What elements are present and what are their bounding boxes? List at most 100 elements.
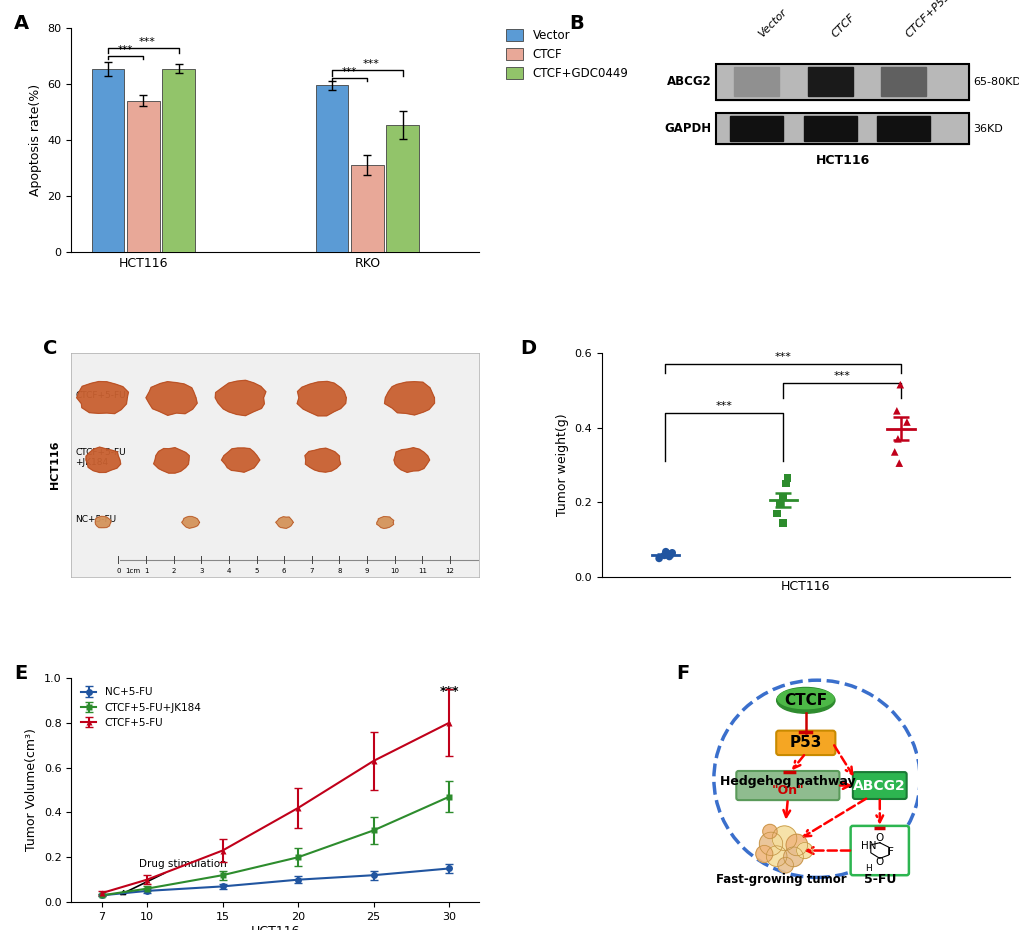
Text: H: H bbox=[864, 864, 871, 873]
Text: ABCG2: ABCG2 bbox=[666, 75, 711, 88]
Point bbox=[886, 445, 902, 459]
Text: Fast-growing tumor: Fast-growing tumor bbox=[715, 873, 846, 886]
Ellipse shape bbox=[777, 688, 833, 709]
Point bbox=[889, 432, 905, 446]
Bar bbox=[162, 69, 195, 252]
Text: CTCF+5-FU: CTCF+5-FU bbox=[75, 391, 126, 400]
Point bbox=[774, 489, 791, 504]
Text: NC+5-FU: NC+5-FU bbox=[75, 515, 116, 525]
Bar bbox=[734, 67, 779, 97]
Point bbox=[650, 551, 666, 565]
Polygon shape bbox=[275, 517, 293, 528]
Circle shape bbox=[759, 832, 782, 856]
Text: 6: 6 bbox=[281, 568, 286, 575]
Text: GAPDH: GAPDH bbox=[664, 122, 711, 135]
FancyBboxPatch shape bbox=[852, 772, 906, 799]
Text: 4: 4 bbox=[226, 568, 231, 575]
Legend: Vector, CTCF, CTCF+GDC0449: Vector, CTCF, CTCF+GDC0449 bbox=[505, 30, 628, 80]
Point bbox=[892, 378, 908, 392]
Point bbox=[659, 547, 676, 562]
Text: ***: *** bbox=[833, 371, 850, 381]
Text: ***: *** bbox=[138, 36, 155, 47]
Point bbox=[655, 548, 672, 563]
Bar bbox=[715, 113, 968, 144]
FancyBboxPatch shape bbox=[736, 771, 839, 800]
Text: ***: *** bbox=[341, 68, 357, 77]
Text: ***: *** bbox=[774, 352, 791, 363]
Point bbox=[663, 545, 680, 560]
Circle shape bbox=[786, 834, 807, 856]
Text: F: F bbox=[676, 665, 689, 684]
Polygon shape bbox=[221, 448, 260, 472]
Text: 12: 12 bbox=[445, 568, 453, 575]
Text: ABCG2: ABCG2 bbox=[853, 778, 905, 792]
Text: A: A bbox=[14, 15, 30, 33]
Text: CTCF: CTCF bbox=[784, 693, 826, 708]
Text: Hedgehog pathway: Hedgehog pathway bbox=[719, 775, 855, 788]
Polygon shape bbox=[146, 381, 197, 416]
Circle shape bbox=[777, 857, 793, 873]
Point bbox=[776, 476, 793, 491]
Bar bbox=[92, 69, 124, 252]
Polygon shape bbox=[95, 516, 111, 527]
Text: HCT116: HCT116 bbox=[814, 153, 869, 166]
Polygon shape bbox=[376, 517, 393, 528]
Bar bbox=[127, 100, 159, 252]
Bar bbox=[803, 116, 856, 141]
Text: C: C bbox=[43, 339, 57, 358]
Text: B: B bbox=[569, 15, 583, 33]
X-axis label: HCT116: HCT116 bbox=[251, 924, 300, 930]
Polygon shape bbox=[76, 381, 128, 414]
Polygon shape bbox=[305, 448, 340, 472]
Point bbox=[779, 471, 795, 485]
FancyBboxPatch shape bbox=[850, 826, 908, 875]
X-axis label: HCT116: HCT116 bbox=[781, 579, 829, 592]
Text: CTCF+5-FU
+JK184: CTCF+5-FU +JK184 bbox=[75, 448, 126, 467]
Bar bbox=[876, 116, 929, 141]
Text: 1cm: 1cm bbox=[124, 568, 140, 575]
Text: 9: 9 bbox=[365, 568, 369, 575]
Bar bbox=[351, 166, 383, 252]
Text: Vector: Vector bbox=[756, 7, 789, 39]
Bar bbox=[880, 67, 925, 97]
Bar bbox=[316, 86, 348, 252]
Text: 3: 3 bbox=[199, 568, 204, 575]
Y-axis label: Apoptosis rate(%): Apoptosis rate(%) bbox=[29, 84, 42, 196]
Text: ***: *** bbox=[362, 60, 379, 69]
Bar bbox=[386, 125, 419, 252]
Point bbox=[891, 456, 907, 471]
Text: HCT116: HCT116 bbox=[50, 441, 60, 489]
Text: 10: 10 bbox=[390, 568, 398, 575]
Polygon shape bbox=[215, 380, 266, 416]
Point bbox=[660, 549, 677, 564]
Polygon shape bbox=[393, 447, 429, 472]
Circle shape bbox=[783, 847, 803, 867]
Polygon shape bbox=[86, 447, 120, 472]
Y-axis label: Tumor weight(g): Tumor weight(g) bbox=[555, 414, 569, 516]
Text: ***: *** bbox=[715, 401, 732, 411]
Text: 11: 11 bbox=[418, 568, 426, 575]
Circle shape bbox=[796, 843, 812, 858]
Text: 5-FU: 5-FU bbox=[863, 873, 895, 886]
Text: 1: 1 bbox=[144, 568, 148, 575]
Text: ***: *** bbox=[439, 684, 459, 698]
Circle shape bbox=[765, 846, 787, 867]
Point bbox=[898, 415, 914, 430]
Text: 7: 7 bbox=[309, 568, 314, 575]
Text: CTCF: CTCF bbox=[829, 12, 857, 39]
Ellipse shape bbox=[775, 687, 835, 713]
Bar bbox=[715, 64, 968, 100]
Text: Drug stimulation: Drug stimulation bbox=[121, 859, 227, 895]
Text: O: O bbox=[874, 857, 883, 867]
Point bbox=[768, 506, 785, 521]
Bar bbox=[715, 113, 968, 144]
Text: 5: 5 bbox=[254, 568, 259, 575]
FancyBboxPatch shape bbox=[775, 731, 835, 755]
Text: 0: 0 bbox=[116, 568, 120, 575]
Text: E: E bbox=[14, 665, 28, 684]
Y-axis label: Tumor Volume(cm³): Tumor Volume(cm³) bbox=[25, 728, 39, 852]
Polygon shape bbox=[297, 381, 345, 416]
Circle shape bbox=[771, 826, 796, 851]
Text: CTCF+P53: CTCF+P53 bbox=[903, 0, 952, 39]
Text: D: D bbox=[520, 339, 536, 358]
